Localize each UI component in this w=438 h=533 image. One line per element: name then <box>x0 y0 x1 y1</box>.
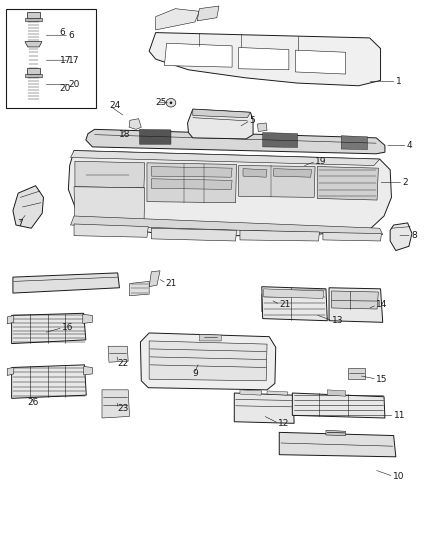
Ellipse shape <box>82 191 139 222</box>
Text: 13: 13 <box>332 316 343 325</box>
Polygon shape <box>264 289 324 298</box>
Text: 17: 17 <box>68 56 80 64</box>
Polygon shape <box>155 9 199 30</box>
Polygon shape <box>108 346 128 362</box>
Polygon shape <box>12 313 86 344</box>
Polygon shape <box>25 42 42 47</box>
Polygon shape <box>199 335 221 341</box>
Polygon shape <box>149 341 267 381</box>
Text: 6: 6 <box>68 31 74 40</box>
Polygon shape <box>240 230 319 241</box>
Text: 8: 8 <box>411 231 417 240</box>
Text: 15: 15 <box>376 375 388 384</box>
Polygon shape <box>295 50 346 74</box>
Text: 11: 11 <box>394 411 405 420</box>
Polygon shape <box>13 185 43 228</box>
Text: 20: 20 <box>60 84 71 93</box>
Polygon shape <box>234 393 294 423</box>
Polygon shape <box>151 179 232 189</box>
Polygon shape <box>267 391 288 395</box>
Polygon shape <box>263 133 297 148</box>
Polygon shape <box>329 288 383 322</box>
Polygon shape <box>71 216 383 235</box>
Polygon shape <box>27 68 40 74</box>
Text: 21: 21 <box>166 279 177 288</box>
Polygon shape <box>25 74 42 77</box>
Polygon shape <box>243 168 267 177</box>
Polygon shape <box>390 223 412 251</box>
Polygon shape <box>27 12 40 18</box>
Polygon shape <box>141 333 276 390</box>
Polygon shape <box>239 47 289 70</box>
Text: 16: 16 <box>62 323 73 332</box>
Polygon shape <box>317 166 378 200</box>
Text: 2: 2 <box>403 178 408 187</box>
Polygon shape <box>130 281 149 296</box>
Polygon shape <box>262 287 327 321</box>
Polygon shape <box>149 33 381 86</box>
Text: 24: 24 <box>109 101 120 110</box>
Polygon shape <box>274 168 311 177</box>
Polygon shape <box>239 165 315 197</box>
Polygon shape <box>326 430 346 435</box>
Polygon shape <box>332 291 378 309</box>
Text: 1: 1 <box>396 77 402 86</box>
Text: 5: 5 <box>250 116 255 125</box>
Text: 26: 26 <box>28 398 39 407</box>
Polygon shape <box>7 368 14 375</box>
Polygon shape <box>279 432 396 457</box>
Polygon shape <box>240 390 262 395</box>
Text: 17: 17 <box>60 56 71 64</box>
Text: 19: 19 <box>315 157 327 166</box>
Text: 14: 14 <box>376 300 388 309</box>
Text: 4: 4 <box>407 141 412 150</box>
Polygon shape <box>86 130 385 154</box>
Ellipse shape <box>170 101 172 104</box>
Polygon shape <box>147 163 237 203</box>
Polygon shape <box>151 166 232 177</box>
Polygon shape <box>292 393 385 418</box>
Polygon shape <box>197 6 219 21</box>
Ellipse shape <box>166 99 176 107</box>
Polygon shape <box>151 228 237 241</box>
Text: 6: 6 <box>60 28 65 37</box>
Polygon shape <box>327 390 346 396</box>
Text: 7: 7 <box>17 220 23 229</box>
Text: 18: 18 <box>119 130 130 139</box>
Polygon shape <box>25 18 42 21</box>
Polygon shape <box>84 367 92 375</box>
Bar <box>6 9 96 108</box>
Polygon shape <box>193 109 251 118</box>
Polygon shape <box>258 123 267 132</box>
Text: 22: 22 <box>118 359 129 368</box>
Polygon shape <box>74 224 148 237</box>
Polygon shape <box>341 136 367 150</box>
Text: 9: 9 <box>193 369 198 378</box>
Text: 20: 20 <box>68 80 80 89</box>
Text: 21: 21 <box>279 300 291 309</box>
Polygon shape <box>348 368 365 379</box>
Polygon shape <box>75 161 145 188</box>
Polygon shape <box>68 151 392 236</box>
Text: 10: 10 <box>393 472 404 481</box>
Polygon shape <box>129 119 141 130</box>
Polygon shape <box>323 232 381 241</box>
Ellipse shape <box>81 165 134 185</box>
Text: 25: 25 <box>155 98 167 107</box>
Polygon shape <box>12 365 86 398</box>
Polygon shape <box>13 273 120 293</box>
Polygon shape <box>149 271 160 287</box>
Polygon shape <box>140 130 171 144</box>
Text: 12: 12 <box>278 419 290 428</box>
Polygon shape <box>187 109 253 139</box>
Polygon shape <box>102 390 130 418</box>
Polygon shape <box>7 316 14 324</box>
Polygon shape <box>71 151 380 165</box>
Polygon shape <box>164 43 232 67</box>
Polygon shape <box>74 187 145 228</box>
Polygon shape <box>83 314 92 324</box>
Text: 23: 23 <box>118 405 129 414</box>
Polygon shape <box>262 294 285 313</box>
